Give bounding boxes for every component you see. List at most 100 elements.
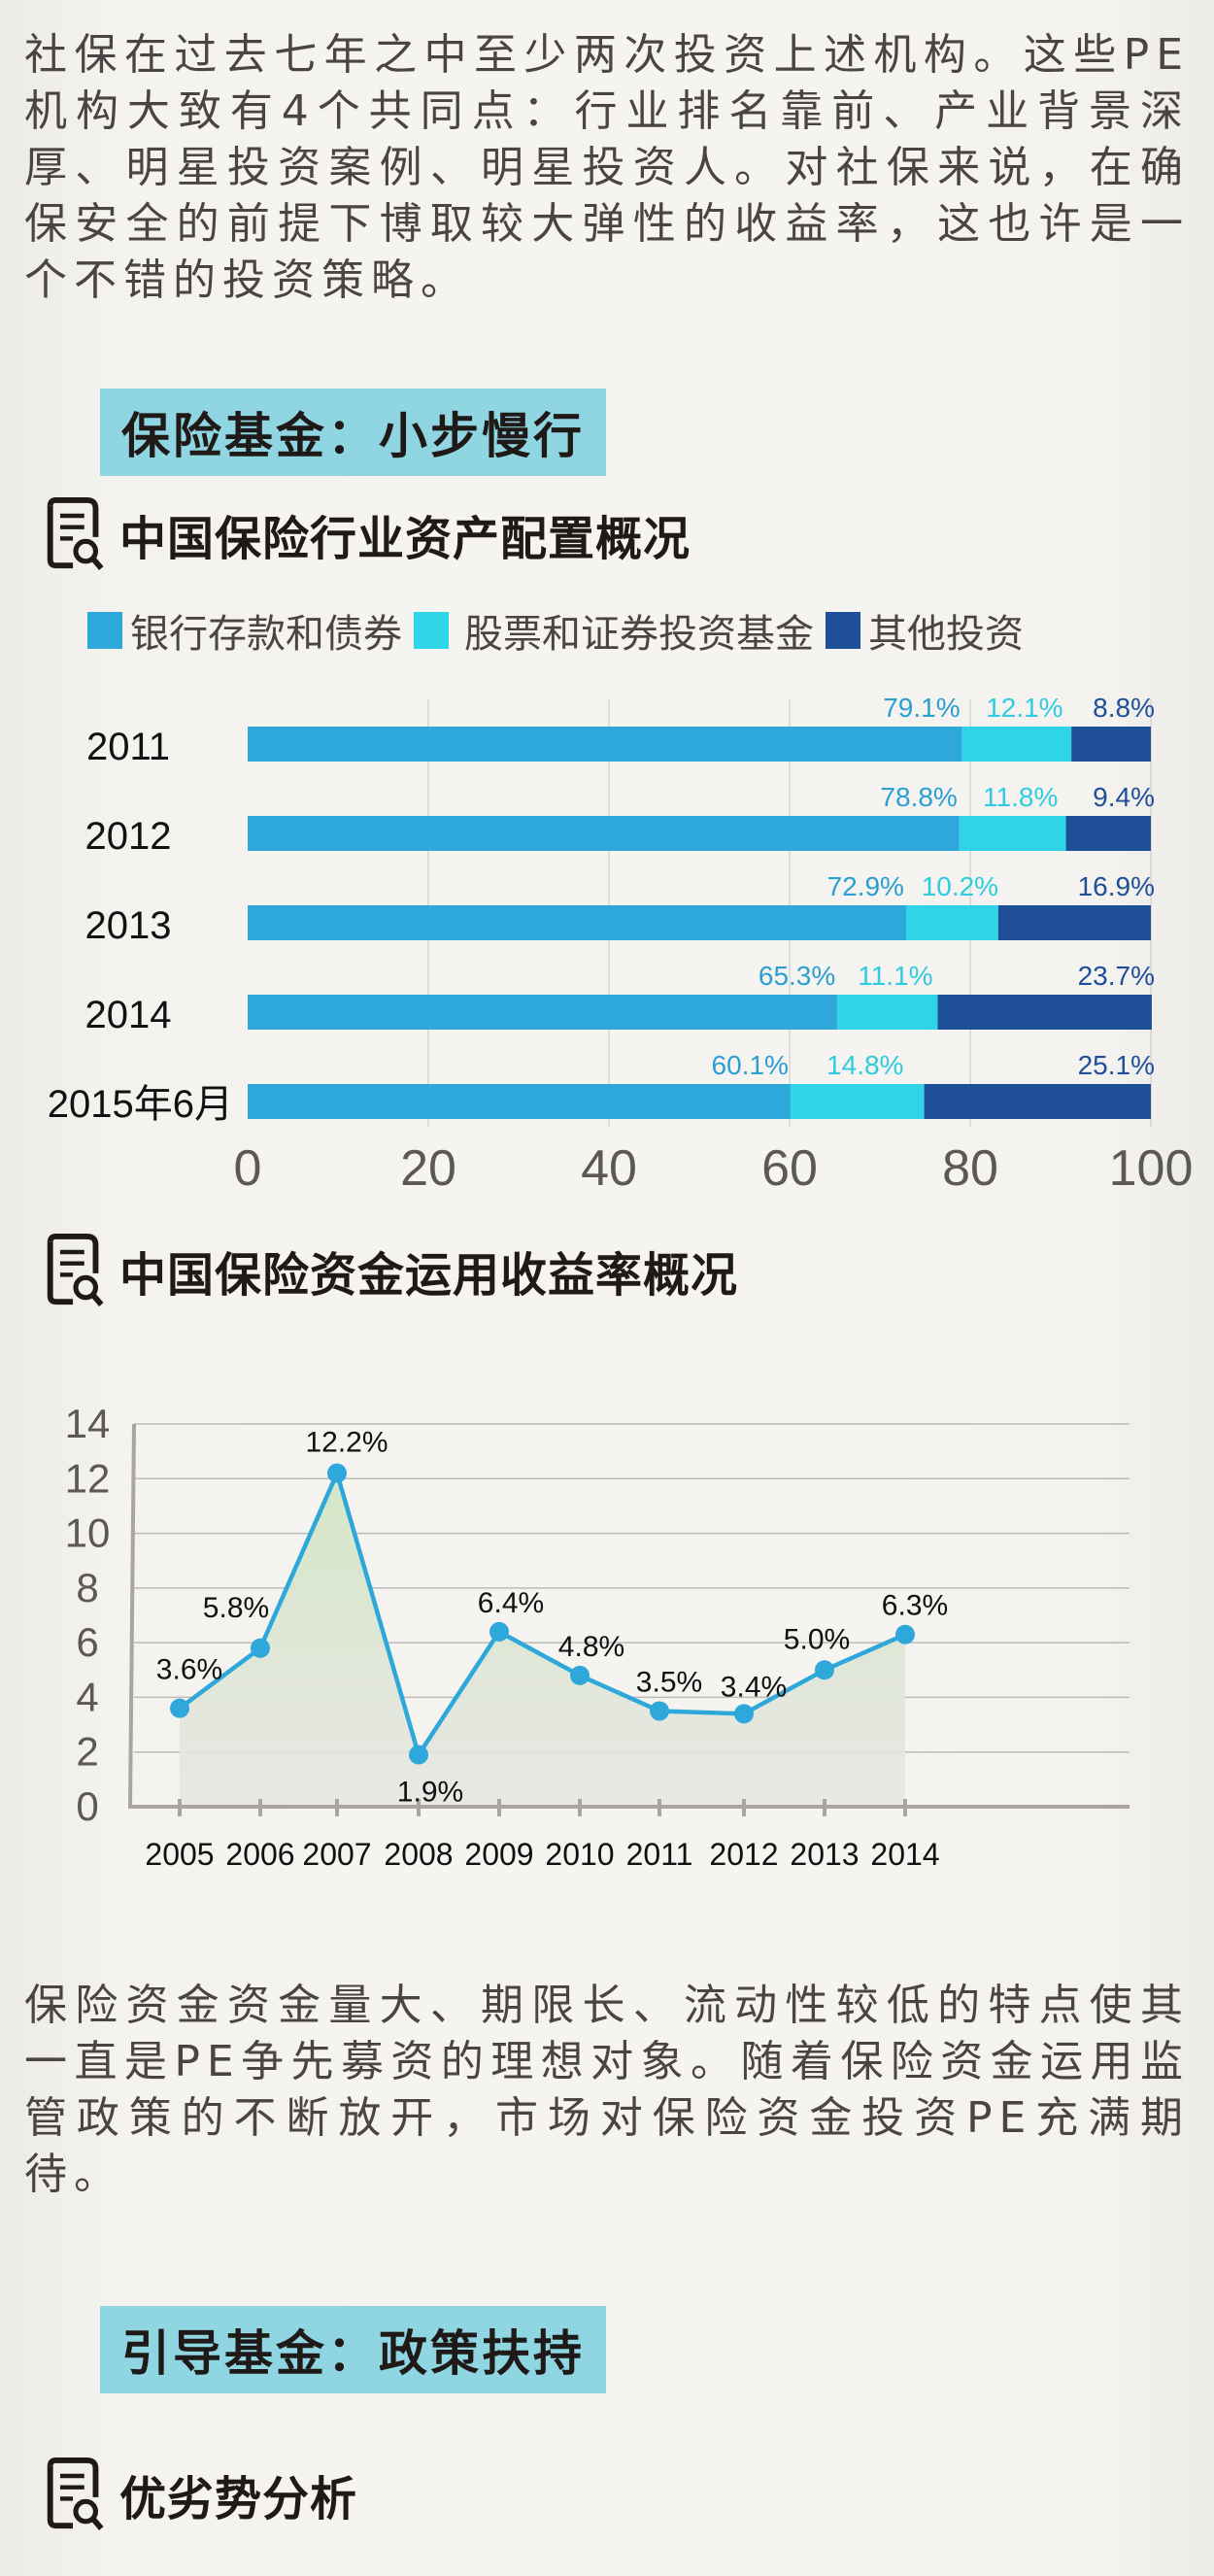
data-point [327,1463,347,1483]
bar-segment [1071,727,1151,762]
x-tick-label: 2012 [709,1837,778,1872]
x-tick-label: 2007 [302,1837,371,1872]
x-tick-label: 40 [581,1140,637,1197]
x-tick-label: 2014 [870,1837,939,1872]
x-tick-label: 2009 [464,1837,533,1872]
bar-segment [959,816,1066,851]
data-point [650,1701,669,1721]
data-label: 9.4% [1093,782,1155,812]
x-tick-label: 2006 [225,1837,294,1872]
x-tick-label: 2008 [384,1837,453,1872]
bar-segment [837,995,938,1030]
bar-segment [1065,816,1151,851]
category-label: 2015年6月 [48,1083,233,1126]
y-tick-label: 6 [76,1619,98,1665]
data-label: 10.2% [922,871,998,901]
subhead-analysis: 优劣势分析 [44,2457,357,2531]
legend-item-other: 其他投资 [826,602,1024,659]
allocation-bar-chart: 2011 79.1% 12.1% 8.8% 2012 78.8% 11.8% 9.4% 2013… [48,693,1194,1197]
x-tick-label: 0 [234,1140,262,1197]
section-title: 保险基金：小步慢行 [121,408,585,464]
data-label: 11.1% [858,961,932,991]
x-tick-label: 2010 [545,1837,614,1872]
bar-segment [961,727,1072,762]
data-label: 4.8% [558,1631,624,1663]
data-label: 3.4% [721,1671,787,1703]
subhead-title: 中国保险行业资产配置概况 [119,512,691,566]
legend-label: 股票和证券投资基金 [464,612,814,657]
y-tick-label: 14 [65,1401,111,1446]
bar-segment [248,1084,791,1119]
data-label: 3.6% [156,1654,222,1686]
document-search-icon [47,497,104,570]
insurance-paragraph: 保险资金资金量大、期限长、流动性较低的特点使其一直是PE争先募资的理想对象。随着… [24,1981,1190,2199]
returns-line-chart: 0 2 4 6 8 10 12 14 3.6% 2005 5.8% 2006 12.2% 2007 1.9%… [65,1401,1130,1872]
bar-segment [905,905,998,940]
data-label: 5.8% [203,1592,269,1624]
data-label: 23.7% [1078,961,1155,991]
y-tick-label: 2 [76,1729,98,1775]
x-tick-label: 2005 [145,1837,214,1872]
y-tick-label: 0 [76,1783,98,1829]
section-banner-insurance: 保险基金：小步慢行 [100,389,606,476]
legend-swatch [87,612,122,649]
bar-segment [248,995,838,1030]
legend-swatch [414,612,449,649]
document-search-icon [47,2457,104,2530]
data-label: 1.9% [397,1777,463,1809]
legend-item-bank: 银行存款和债券 [87,602,402,659]
bar-segment [790,1084,925,1119]
y-tick-label: 10 [65,1510,111,1556]
legend-label: 其他投资 [868,612,1024,657]
data-label: 79.1% [883,693,960,723]
chart-legend: 银行存款和债券 股票和证券投资基金 其他投资 [87,602,1035,659]
data-label: 6.4% [478,1587,544,1619]
data-label: 65.3% [759,961,835,991]
category-label: 2011 [86,726,170,768]
data-label: 12.1% [986,693,1062,723]
x-tick-label: 20 [400,1140,456,1197]
data-point [815,1660,834,1680]
data-point [170,1698,189,1718]
intro-paragraph: 社保在过去七年之中至少两次投资上述机构。这些PE机构大致有4个共同点：行业排名靠… [24,30,1190,305]
section-title: 引导基金：政策扶持 [121,2325,585,2382]
y-axis [128,1423,136,1808]
bar-segment [924,1084,1151,1119]
data-point [895,1624,915,1644]
x-tick-label: 60 [761,1140,818,1197]
y-tick-label: 12 [65,1455,111,1501]
x-tick-label: 80 [942,1140,998,1197]
bar-segment [248,727,962,762]
data-label: 60.1% [712,1050,789,1080]
data-label: 14.8% [826,1050,903,1080]
y-tick-label: 8 [76,1565,98,1610]
data-point [251,1638,270,1658]
category-label: 2012 [85,815,172,858]
x-tick-label: 2013 [790,1837,859,1872]
bar-segment [997,905,1151,940]
data-label: 78.8% [880,782,957,812]
bar-segment [248,905,906,940]
y-tick-label: 4 [76,1674,98,1719]
legend-item-stock: 股票和证券投资基金 [414,602,814,659]
bar-segment [248,816,960,851]
data-label: 3.5% [636,1667,702,1699]
legend-swatch [826,612,860,649]
data-label: 8.8% [1093,693,1155,723]
data-point [734,1704,754,1724]
data-label: 72.9% [827,871,904,901]
data-label: 25.1% [1078,1050,1155,1080]
series-line [178,1471,906,1757]
data-point [570,1665,590,1685]
data-label: 16.9% [1078,871,1155,901]
x-tick-label: 100 [1109,1140,1194,1197]
bar-segment [937,995,1152,1030]
section-banner-guidance: 引导基金：政策扶持 [100,2306,606,2393]
legend-label: 银行存款和债券 [130,612,402,657]
x-tick-label: 2011 [626,1837,693,1872]
data-label: 6.3% [882,1590,948,1622]
data-label: 11.8% [983,782,1058,812]
data-label: 5.0% [784,1623,850,1655]
data-point [489,1621,509,1642]
category-label: 2013 [85,904,172,947]
